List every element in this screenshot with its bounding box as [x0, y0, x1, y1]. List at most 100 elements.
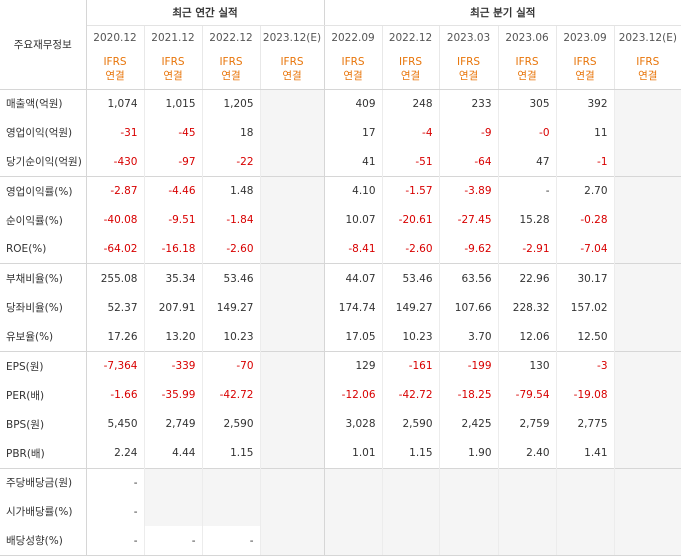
- value-cell: 17.26: [85, 322, 144, 352]
- consolidated-label: 연결: [400, 70, 421, 83]
- table-header: 주요재무정보 최근 연간 실적 최근 분기 실적 2020.12 2021.12 2…: [0, 0, 681, 90]
- period-header: 2023.06: [497, 25, 557, 50]
- value-cell: 12.50: [555, 322, 615, 352]
- row-label: ROE(%): [0, 234, 87, 264]
- value-cell: -1: [555, 147, 615, 177]
- value-cell: 53.46: [381, 263, 440, 294]
- consolidated-label: 연결: [105, 70, 125, 83]
- value-cell: [259, 409, 325, 439]
- consolidated-label: 연결: [638, 70, 658, 83]
- value-cell: -64: [438, 147, 499, 177]
- value-cell: -199: [438, 350, 499, 381]
- table-row: 유보율(%) 17.26 13.20 10.23 17.05 10.23 3.70 12.06…: [0, 322, 681, 352]
- value-cell: [259, 205, 325, 235]
- ifrs-consolidated-label: IFRS 연결: [259, 50, 325, 90]
- value-cell: [259, 526, 325, 556]
- value-cell: -: [85, 526, 144, 556]
- value-cell: [143, 467, 202, 498]
- value-cell: 10.07: [323, 205, 383, 235]
- value-cell: -35.99: [143, 380, 202, 410]
- value-cell: [555, 467, 615, 498]
- value-cell: -0.28: [555, 205, 615, 235]
- label-column-header: 주요재무정보: [0, 0, 87, 90]
- value-cell: 12.06: [497, 322, 557, 352]
- value-cell: 15.28: [497, 205, 557, 235]
- period-header: 2022.09: [323, 25, 383, 50]
- value-cell: [613, 380, 681, 410]
- row-label: 당기순이익(억원): [0, 147, 87, 177]
- value-cell: 3.70: [438, 322, 499, 352]
- table-body: 매출액(억원) 1,074 1,015 1,205 409 248 233 305 392 영업이…: [0, 89, 681, 556]
- value-cell: -1.57: [381, 175, 440, 206]
- ifrs-label: IFRS: [219, 56, 243, 69]
- value-cell: -339: [143, 350, 202, 381]
- value-cell: [613, 409, 681, 439]
- value-cell: [259, 89, 325, 119]
- table-row: 배당성향(%) - - -: [0, 526, 681, 556]
- value-cell: -161: [381, 350, 440, 381]
- value-cell: 2.70: [555, 175, 615, 206]
- row-label: PBR(배): [0, 438, 87, 469]
- ifrs-label: IFRS: [280, 56, 304, 69]
- value-cell: [613, 263, 681, 294]
- consolidated-label: 연결: [575, 70, 595, 83]
- value-cell: -97: [143, 147, 202, 177]
- value-cell: 30.17: [555, 263, 615, 294]
- ifrs-consolidated-label: IFRS 연결: [381, 50, 440, 90]
- table-row: 영업이익(억원) -31 -45 18 17 -4 -9 -0 11: [0, 118, 681, 148]
- table-row: 주당배당금(원) -: [0, 467, 681, 498]
- ifrs-label: IFRS: [636, 56, 660, 69]
- value-cell: 4.44: [143, 438, 202, 469]
- value-cell: -18.25: [438, 380, 499, 410]
- value-cell: -: [85, 467, 144, 498]
- ifrs-header-row: IFRS 연결 IFRS 연결 IFRS 연결 IFRS 연결 IFRS 연결 IFRS 연결 IFRS…: [0, 50, 681, 90]
- value-cell: -2.87: [85, 175, 144, 206]
- value-cell: 53.46: [201, 263, 260, 294]
- value-cell: -51: [381, 147, 440, 177]
- value-cell: [259, 293, 325, 323]
- value-cell: [613, 350, 681, 381]
- value-cell: [259, 118, 325, 148]
- value-cell: [438, 526, 499, 556]
- consolidated-label: 연결: [163, 70, 183, 83]
- value-cell: 18: [201, 118, 260, 148]
- value-cell: 1.01: [323, 438, 383, 469]
- value-cell: [613, 322, 681, 352]
- value-cell: [613, 438, 681, 469]
- period-header: 2022.12: [201, 25, 260, 50]
- period-header: 2022.12: [381, 25, 440, 50]
- value-cell: 1.41: [555, 438, 615, 469]
- value-cell: 157.02: [555, 293, 615, 323]
- value-cell: 47: [497, 147, 557, 177]
- table-row: 매출액(억원) 1,074 1,015 1,205 409 248 233 305 392: [0, 89, 681, 119]
- ifrs-label: IFRS: [161, 56, 185, 69]
- ifrs-consolidated-label: IFRS 연결: [323, 50, 383, 90]
- ifrs-consolidated-label: IFRS 연결: [438, 50, 499, 90]
- table-row: EPS(원) -7,364 -339 -70 129 -161 -199 130 -3: [0, 350, 681, 381]
- ifrs-consolidated-label: IFRS 연결: [497, 50, 557, 90]
- ifrs-label: IFRS: [398, 56, 423, 69]
- value-cell: [613, 175, 681, 206]
- value-cell: 2.40: [497, 438, 557, 469]
- value-cell: 130: [497, 350, 557, 381]
- value-cell: [555, 497, 615, 527]
- value-cell: [381, 526, 440, 556]
- value-cell: -2.60: [201, 234, 260, 264]
- value-cell: -12.06: [323, 380, 383, 410]
- table-row: 영업이익률(%) -2.87 -4.46 1.48 4.10 -1.57 -3.89-2.7…: [0, 175, 681, 206]
- value-cell: [259, 350, 325, 381]
- period-header: 2020.12: [85, 25, 144, 50]
- value-cell: [613, 526, 681, 556]
- value-cell: [613, 234, 681, 264]
- value-cell: [259, 497, 325, 527]
- value-cell: 44.07: [323, 263, 383, 294]
- ifrs-consolidated-label: IFRS 연결: [85, 50, 144, 90]
- value-cell: 22.96: [497, 263, 557, 294]
- value-cell: [259, 438, 325, 469]
- value-cell: 5,450: [85, 409, 144, 439]
- row-label: 당좌비율(%): [0, 293, 87, 323]
- value-cell: -: [497, 175, 557, 206]
- value-cell: 2,425: [438, 409, 499, 439]
- value-cell: -42.72: [381, 380, 440, 410]
- consolidated-label: 연결: [343, 70, 363, 83]
